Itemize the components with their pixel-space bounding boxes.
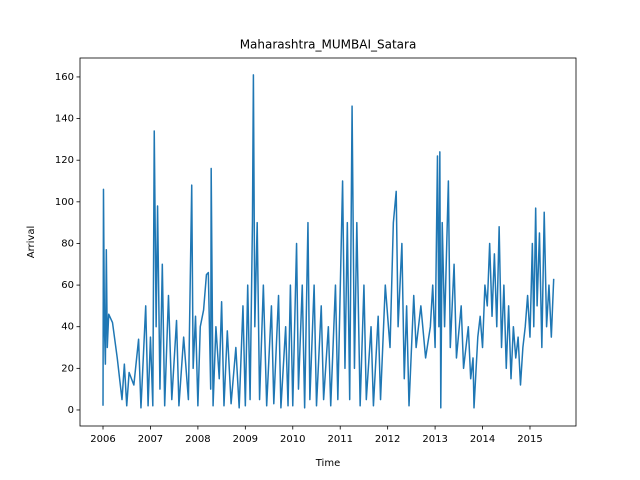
y-tick-label: 160 — [55, 72, 74, 83]
plot-frame — [79, 57, 577, 427]
x-tick-label: 2015 — [517, 434, 542, 445]
x-tick-label: 2014 — [470, 434, 495, 445]
x-tick-label: 2013 — [422, 434, 447, 445]
x-tick-label: 2008 — [185, 434, 210, 445]
x-tick-label: 2010 — [280, 434, 305, 445]
y-tick-label: 100 — [55, 197, 74, 208]
y-axis-label: Arrival — [26, 226, 37, 259]
y-tick-label: 20 — [61, 363, 74, 374]
y-tick-label: 60 — [61, 280, 74, 291]
y-tick-label: 40 — [61, 322, 74, 333]
x-axis-label: Time — [315, 458, 340, 469]
y-tick-label: 0 — [68, 405, 74, 416]
y-tick-label: 140 — [55, 114, 74, 125]
y-tick-label: 80 — [61, 238, 74, 249]
x-tick-label: 2011 — [327, 434, 352, 445]
x-tick-label: 2012 — [375, 434, 400, 445]
x-tick-label: 2009 — [233, 434, 258, 445]
y-tick-label: 120 — [55, 155, 74, 166]
data-line — [102, 74, 555, 409]
x-tick-label: 2006 — [90, 434, 115, 445]
x-tick-label: 2007 — [138, 434, 163, 445]
chart-title: Maharashtra_MUMBAI_Satara — [240, 38, 417, 52]
